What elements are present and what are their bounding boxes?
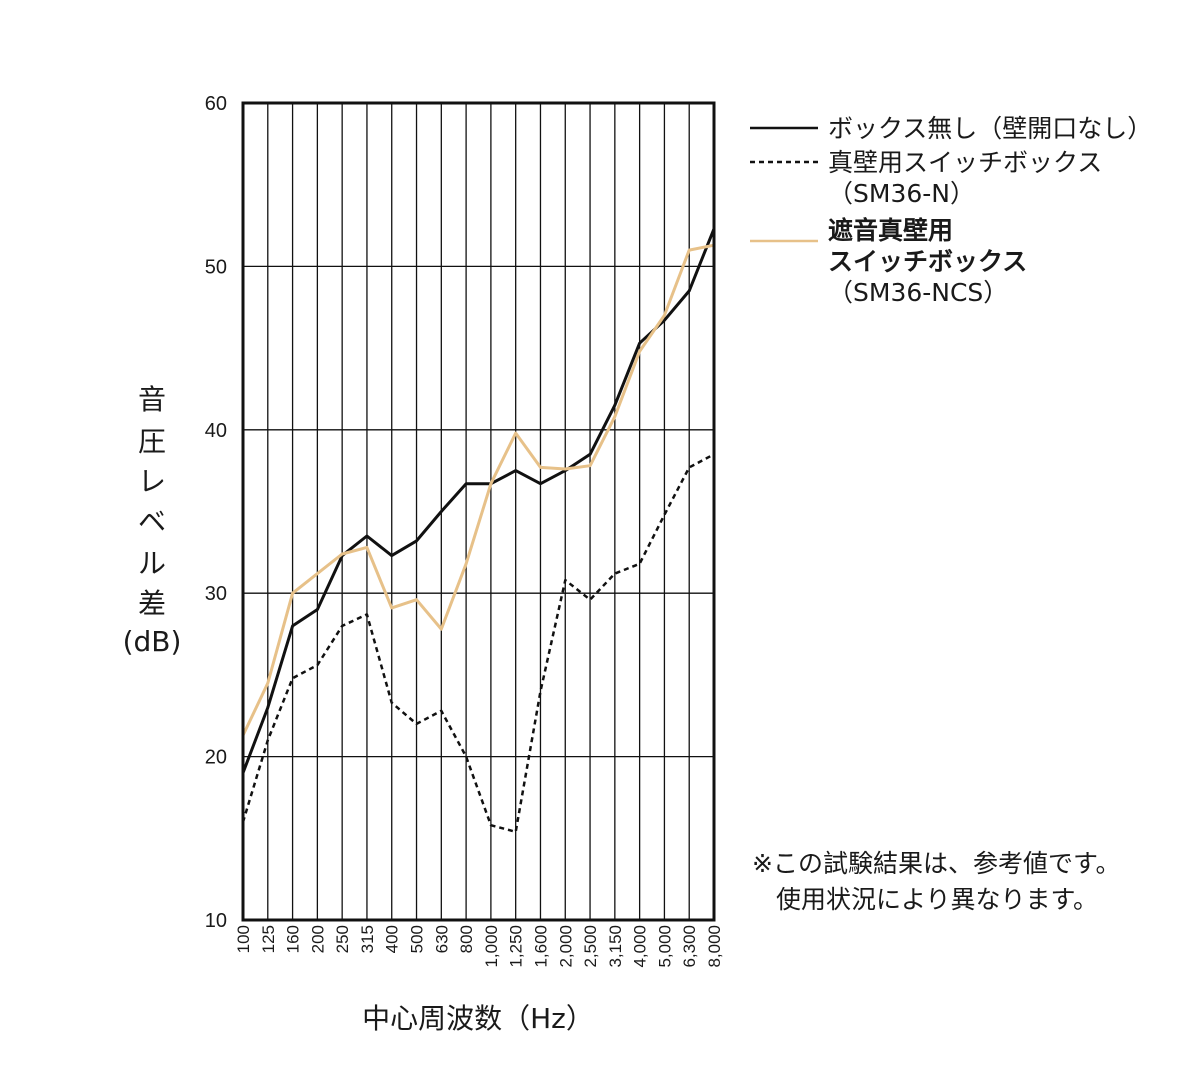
legend-label: ボックス無し（壁開口なし）	[828, 114, 1152, 143]
x-tick-label: 400	[383, 925, 402, 953]
x-tick-label: 1,000	[482, 925, 501, 968]
y-tick-label: 30	[205, 583, 227, 605]
y-tick-label: 50	[205, 256, 227, 278]
x-tick-label: 2,000	[556, 925, 575, 968]
legend-label: （SM36-N）	[828, 179, 975, 208]
x-tick-label: 2,500	[581, 925, 600, 968]
grid	[243, 103, 714, 920]
series-line-1	[241, 228, 716, 774]
legend-label: （SM36-NCS）	[828, 278, 1008, 307]
legend-label: スイッチボックス	[828, 247, 1027, 276]
y-axis-label-char: ル	[138, 547, 166, 580]
legend: ボックス無し（壁開口なし） 真壁用スイッチボックス（SM36-N） 遮音真壁用スイッ…	[750, 114, 1152, 307]
y-tick-label: 20	[205, 747, 227, 769]
x-tick-label: 3,150	[606, 925, 625, 968]
y-axis-label-char: 圧	[138, 425, 166, 458]
x-axis-ticks: 100 125 160 200 250 315 400 500 630 800 1,000 1,250…	[234, 925, 724, 968]
x-tick-label: 160	[284, 925, 303, 953]
y-axis-label-char: 差	[138, 587, 166, 620]
plot-frame	[241, 101, 716, 922]
x-tick-label: 4,000	[631, 925, 650, 968]
note-line-2: 使用状況により異なります。	[776, 885, 1098, 914]
x-tick-label: 125	[259, 925, 278, 953]
x-tick-label: 500	[408, 925, 427, 953]
legend-label: 真壁用スイッチボックス	[828, 148, 1102, 177]
x-tick-label: 315	[358, 925, 377, 953]
x-tick-label: 100	[234, 925, 253, 953]
y-axis-ticks: 10 20 30 40 50 60	[205, 93, 227, 932]
x-tick-label: 6,300	[680, 925, 699, 968]
series-line-2	[241, 453, 715, 834]
y-axis-label-char: ベ	[138, 505, 166, 538]
y-axis-label-char: 音	[138, 383, 166, 416]
x-tick-label: 5,000	[655, 925, 674, 968]
y-tick-label: 10	[205, 910, 227, 932]
y-tick-label: 40	[205, 420, 227, 442]
x-axis-label: 中心周波数（Hz）	[362, 1002, 594, 1035]
note-line-1: ※この試験結果は、参考値です。	[752, 849, 1120, 878]
y-tick-label: 60	[205, 93, 227, 115]
x-tick-label: 630	[432, 925, 451, 953]
x-tick-label: 200	[308, 925, 327, 953]
x-tick-label: 1,600	[531, 925, 550, 968]
y-axis-label-char: レ	[138, 465, 166, 498]
note: ※この試験結果は、参考値です。 使用状況により異なります。	[752, 849, 1120, 914]
legend-label: 遮音真壁用	[828, 216, 953, 245]
x-tick-label: 1,250	[507, 925, 526, 968]
x-tick-label: 250	[333, 925, 352, 953]
series-line-3	[241, 243, 715, 737]
y-axis-label-char: (dB)	[123, 625, 182, 658]
x-tick-label: 8,000	[705, 925, 724, 968]
x-tick-label: 800	[457, 925, 476, 953]
series-lines	[241, 228, 716, 834]
